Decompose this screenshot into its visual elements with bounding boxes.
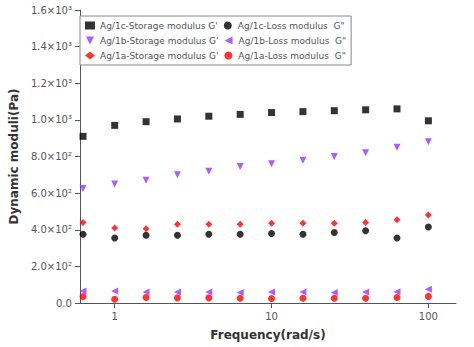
svg-text:Ag/1a-Storage modulus G': Ag/1a-Storage modulus G' (100, 51, 218, 61)
svg-text:4.0×10²: 4.0×10² (31, 224, 72, 235)
svg-text:100: 100 (419, 311, 438, 322)
svg-text:Ag/1c-Loss modulus G": Ag/1c-Loss modulus G" (238, 21, 345, 31)
svg-text:Dynamic moduli(Pa): Dynamic moduli(Pa) (7, 89, 21, 225)
svg-text:1.0×10³: 1.0×10³ (31, 114, 72, 125)
svg-text:1.2×10³: 1.2×10³ (31, 78, 72, 89)
svg-text:Ag/1c-Storage modulus G': Ag/1c-Storage modulus G' (100, 21, 218, 31)
svg-text:1: 1 (112, 311, 118, 322)
svg-text:10: 10 (265, 311, 278, 322)
svg-text:Ag/1a-Loss modulus G": Ag/1a-Loss modulus G" (238, 51, 345, 61)
svg-text:Ag/1b-Loss modulus G": Ag/1b-Loss modulus G" (239, 36, 347, 46)
svg-text:1.4×10³: 1.4×10³ (31, 41, 72, 52)
svg-text:2.0×10²: 2.0×10² (31, 261, 72, 272)
svg-text:Frequency(rad/s): Frequency(rad/s) (210, 328, 325, 342)
svg-text:0.0: 0.0 (56, 298, 72, 309)
svg-text:8.0×10²: 8.0×10² (31, 151, 72, 162)
svg-text:1.6×10³: 1.6×10³ (31, 5, 72, 16)
svg-text:Ag/1b-Storage modulus G': Ag/1b-Storage modulus G' (100, 36, 219, 46)
svg-text:6.0×10²: 6.0×10² (31, 188, 72, 199)
